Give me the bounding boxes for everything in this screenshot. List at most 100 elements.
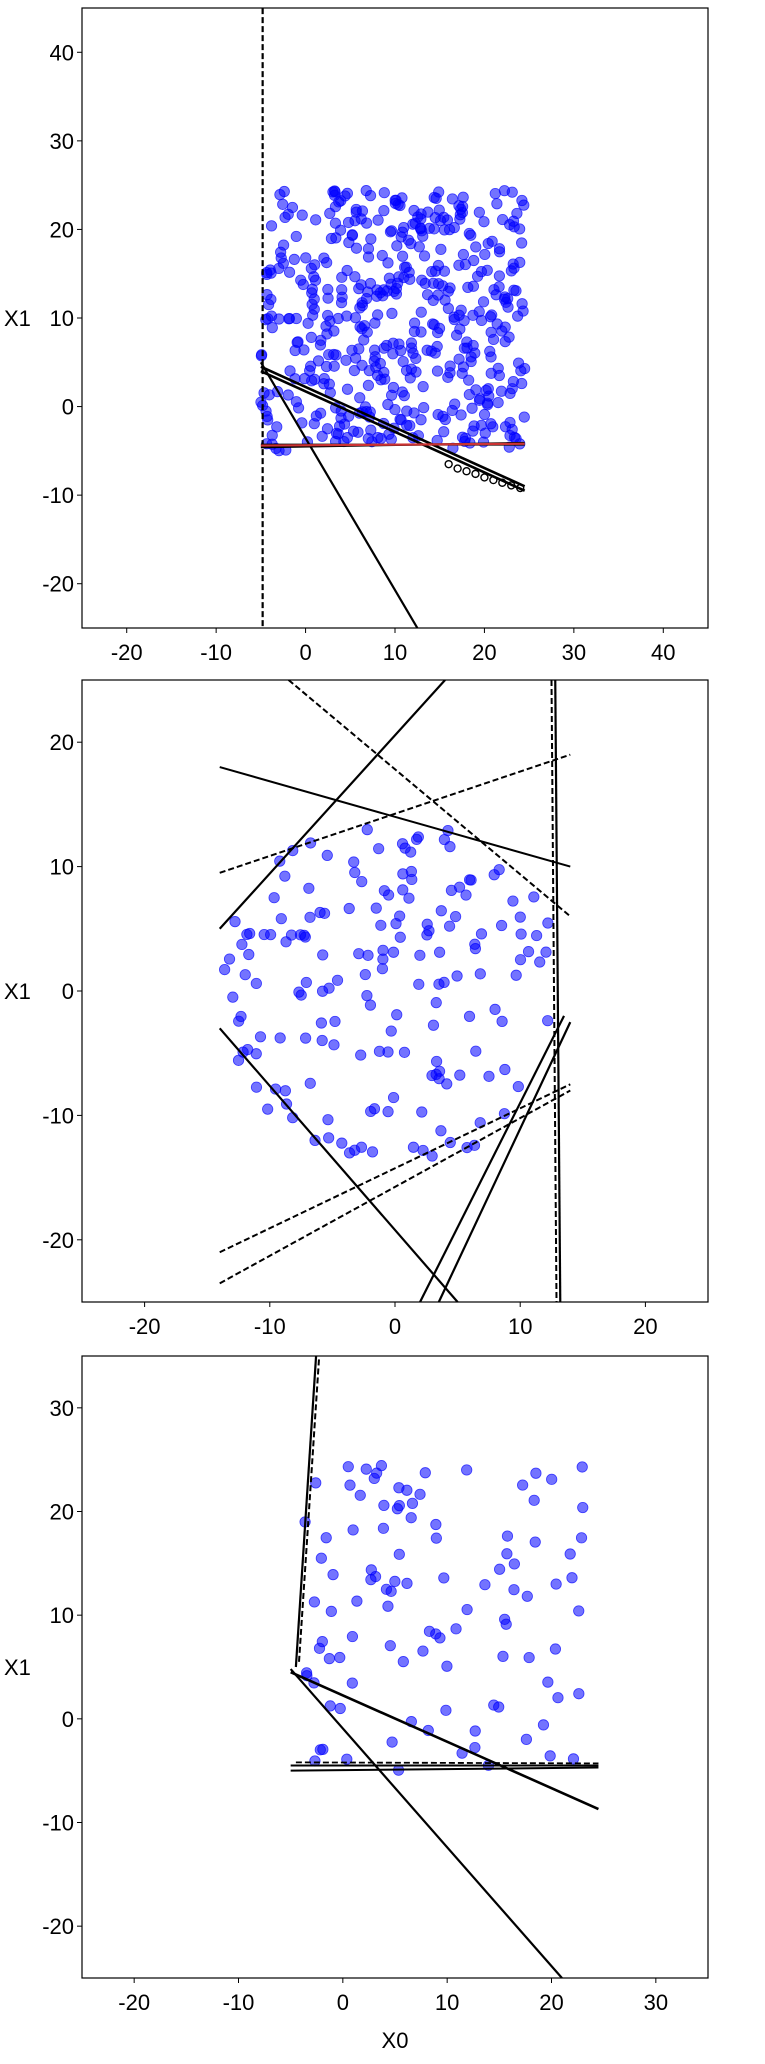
- x-tick-label: -20: [118, 1990, 150, 2015]
- scatter-point: [376, 963, 389, 975]
- boundary-line: [437, 1021, 572, 1302]
- scatter-point: [530, 1467, 542, 1479]
- scatter-point: [332, 312, 344, 325]
- chart-panel-middle: -20 -10 0 10 20 -20 -10 0 10 20 X1: [4, 679, 709, 1339]
- scatter-point: [521, 1590, 533, 1602]
- scatter-point: [516, 194, 528, 207]
- scatter-point: [335, 297, 348, 309]
- scatter-point: [365, 1564, 377, 1576]
- scatter-point: [486, 235, 498, 247]
- scatter-point: [244, 927, 256, 940]
- scatter-point: [315, 1552, 327, 1564]
- scatter-point: [495, 919, 508, 932]
- scatter-point: [516, 237, 528, 249]
- scatter-point: [348, 856, 360, 868]
- scatter-point: [438, 426, 450, 438]
- scatter-point: [341, 432, 353, 444]
- scatter-point: [492, 397, 504, 409]
- scatter-point: [346, 1630, 359, 1643]
- scatter-point: [496, 325, 508, 337]
- y-tick-label: 0: [62, 395, 74, 420]
- scatter-point: [473, 206, 485, 218]
- scatter-point: [342, 216, 355, 229]
- scatter-point: [306, 298, 318, 311]
- scatter-point: [312, 355, 325, 367]
- x-tick-label: -10: [200, 640, 232, 665]
- scatter-point: [421, 918, 433, 930]
- scatter-point: [453, 309, 465, 321]
- boundary-line: [219, 766, 571, 868]
- scatter-point: [576, 1461, 588, 1473]
- scatter-point: [549, 1643, 562, 1655]
- scatter-point: [346, 1677, 358, 1689]
- scatter-point: [469, 938, 481, 950]
- x-tick-label: 40: [651, 640, 675, 665]
- scatter-point: [528, 1494, 540, 1506]
- scatter-point: [445, 884, 458, 896]
- scatter-point: [362, 379, 375, 391]
- scatter-point: [277, 198, 289, 210]
- scatter-point: [328, 1039, 340, 1051]
- scatter-point: [417, 381, 429, 393]
- scatter-point: [479, 248, 491, 261]
- line-marker: [471, 469, 480, 479]
- scatter-point: [322, 309, 334, 322]
- scatter-point: [250, 977, 262, 990]
- scatter-point: [402, 234, 415, 246]
- scatter-point: [475, 928, 488, 940]
- scatter-point: [356, 297, 368, 309]
- x-tick-label: 20: [633, 1314, 657, 1339]
- scatter-point: [371, 369, 384, 381]
- scatter-point: [515, 928, 527, 940]
- scatter-point: [334, 1702, 346, 1715]
- line-marker: [507, 481, 516, 490]
- scatter-point: [433, 204, 445, 216]
- scatter-point: [416, 1106, 428, 1118]
- scatter-point: [412, 831, 424, 843]
- scatter-point: [378, 187, 390, 199]
- scatter-point: [438, 224, 451, 236]
- scatter-point: [229, 916, 241, 928]
- scatter-point: [369, 344, 381, 356]
- scatter-point: [457, 191, 469, 203]
- scatter-point: [519, 362, 531, 375]
- boundary-line: [295, 1761, 599, 1765]
- scatter-point: [405, 1512, 417, 1524]
- x-tick-label: 20: [539, 1990, 563, 2015]
- scatter-point: [441, 1660, 453, 1672]
- scatter-point: [440, 1704, 452, 1716]
- scatter-point: [361, 824, 373, 836]
- x-tick-label: -10: [254, 1314, 286, 1339]
- scatter-point: [347, 1524, 359, 1536]
- scatter-point: [315, 407, 327, 419]
- y-tick-label: 20: [50, 730, 74, 755]
- scatter-point: [479, 427, 491, 439]
- scatter-point: [395, 345, 407, 357]
- scatter-point: [407, 347, 419, 359]
- scatter-point: [279, 870, 291, 882]
- scatter-point: [325, 1605, 337, 1617]
- scatter-point: [296, 209, 308, 221]
- boundary-line: [218, 680, 446, 930]
- scatter-point: [501, 1548, 513, 1560]
- y-tick-label: 20: [50, 1500, 74, 1525]
- scatter-point: [488, 284, 500, 296]
- scatter-point: [265, 293, 277, 306]
- scatter-point: [382, 1600, 394, 1612]
- scatter-point: [406, 873, 418, 886]
- scatter-point: [310, 1477, 322, 1489]
- scatter-point: [499, 421, 512, 433]
- boundary-line: [550, 680, 558, 1302]
- x-tick-label: 20: [472, 640, 496, 665]
- scatter-point: [415, 306, 427, 318]
- scatter-point: [479, 1579, 491, 1591]
- y-tick-label: 10: [50, 1603, 74, 1628]
- scatter-point: [384, 1640, 396, 1652]
- scatter-point: [394, 931, 406, 943]
- scatter-point: [566, 1572, 578, 1584]
- x-tick-label: 0: [337, 1990, 349, 2015]
- scatter-point: [473, 306, 485, 318]
- y-tick-label: -20: [42, 1914, 74, 1939]
- scatter-point: [503, 331, 515, 343]
